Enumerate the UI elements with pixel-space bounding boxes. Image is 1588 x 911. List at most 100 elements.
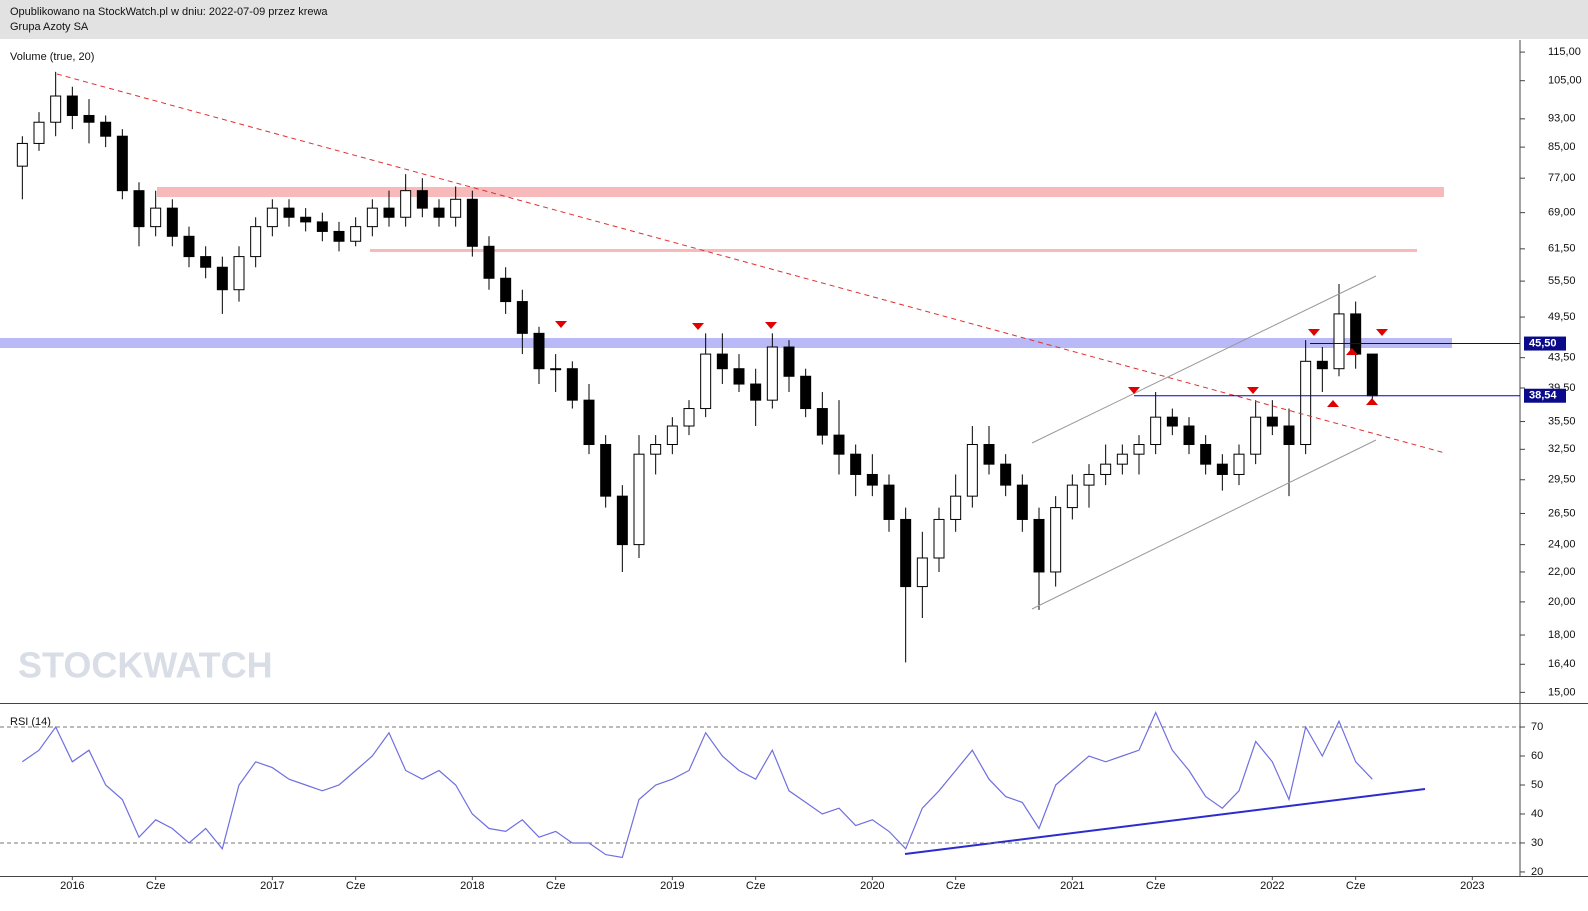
candle-body: [966, 444, 978, 497]
marker: [1308, 329, 1320, 336]
candle-body: [1000, 463, 1012, 486]
candle-body: [983, 444, 995, 465]
candle-body: [1350, 313, 1362, 355]
y-tick-label: 29,50: [1548, 474, 1576, 486]
channel-line: [1031, 439, 1377, 610]
marker: [765, 322, 777, 329]
y-tick-label: 32,50: [1548, 443, 1576, 455]
rsi-line: [21, 711, 1373, 859]
candle-body: [1333, 313, 1345, 370]
marker: [555, 321, 567, 328]
candle-body: [116, 135, 128, 192]
candle-body: [900, 518, 912, 588]
level-badge: [1524, 388, 1566, 403]
header-line: Grupa Azoty SA: [10, 21, 89, 33]
candle-body: [1066, 484, 1078, 509]
y-tick-label: 70: [1531, 721, 1543, 733]
y-tick-label: 69,00: [1548, 207, 1576, 219]
candle-body: [950, 495, 962, 520]
candle-body: [883, 484, 895, 520]
candle-body: [500, 277, 512, 303]
y-tick-label: 55,50: [1548, 275, 1576, 287]
x-tick-label: 2020: [860, 880, 884, 892]
x-tick-label: Cze: [146, 880, 166, 892]
y-tick-label: 105,00: [1548, 75, 1582, 87]
y-tick-label: 18,00: [1548, 629, 1576, 641]
candle-body: [283, 207, 295, 218]
y-tick-label: 20: [1531, 866, 1543, 878]
candle-body: [616, 495, 628, 546]
y-tick-label: 20,00: [1548, 596, 1576, 608]
candle-body: [383, 207, 395, 218]
candle-body: [66, 95, 78, 116]
candle-body: [133, 190, 145, 228]
candle-body: [16, 142, 28, 167]
channel-line: [1031, 275, 1377, 444]
candle-body: [766, 346, 778, 401]
candle-body: [216, 266, 228, 291]
marker: [1376, 329, 1388, 336]
watermark: STOCKWATCH: [18, 645, 273, 686]
candle-body: [633, 453, 645, 546]
candle-body: [1233, 453, 1245, 475]
candle-body: [466, 198, 478, 247]
candle-body: [166, 207, 178, 237]
x-tick-label: 2018: [460, 880, 484, 892]
y-tick-label: 16,40: [1548, 658, 1576, 670]
candle-body: [1166, 416, 1178, 427]
x-tick-label: Cze: [346, 880, 366, 892]
candle-body: [716, 353, 728, 370]
candle-body: [250, 226, 262, 258]
candle-body: [366, 207, 378, 228]
y-tick-label: 61,50: [1548, 243, 1576, 255]
candle-body: [50, 95, 62, 123]
candle-body: [1183, 425, 1195, 446]
y-tick-label: 50: [1531, 779, 1543, 791]
y-tick-label: 93,00: [1548, 113, 1576, 125]
y-tick-label: 24,00: [1548, 539, 1576, 551]
y-tick-label: 43,50: [1548, 352, 1576, 364]
candle-body: [316, 221, 328, 232]
candle-body: [1016, 484, 1028, 520]
candle-body: [916, 557, 928, 588]
candle-body: [1366, 353, 1378, 397]
panel-label: RSI (14): [10, 716, 51, 728]
candle-body: [816, 408, 828, 436]
y-tick-label: 15,00: [1548, 686, 1576, 698]
candle-body: [566, 368, 578, 401]
candle-body: [33, 121, 45, 144]
candle-body: [483, 245, 495, 279]
candle-body: [700, 353, 712, 410]
candle-body: [533, 332, 545, 370]
x-tick-label: 2019: [660, 880, 684, 892]
y-tick-label: 85,00: [1548, 141, 1576, 153]
candle-body: [750, 383, 762, 401]
candle-body: [333, 230, 345, 242]
resistance-zone: [370, 249, 1417, 252]
resistance-zone: [157, 187, 1444, 197]
y-tick-label: 60: [1531, 750, 1543, 762]
panel-label: Volume (true, 20): [10, 51, 94, 63]
y-tick-label: 40: [1531, 808, 1543, 820]
candle-body: [1300, 360, 1312, 446]
x-tick-label: Cze: [1146, 880, 1166, 892]
y-tick-label: 115,00: [1548, 46, 1581, 58]
x-tick-label: Cze: [1346, 880, 1366, 892]
candle-body: [650, 444, 662, 455]
y-tick-label: 77,00: [1548, 172, 1576, 184]
candle-body: [1316, 360, 1328, 370]
candle-body: [1200, 444, 1212, 465]
candle-body: [1050, 507, 1062, 573]
candle-body: [1116, 453, 1128, 465]
candle-body: [800, 375, 812, 410]
x-tick-label: Cze: [746, 880, 766, 892]
marker: [1346, 348, 1358, 355]
candle-body: [516, 301, 528, 334]
candle-body: [433, 207, 445, 218]
marker: [1366, 398, 1378, 405]
candle-body: [450, 198, 462, 218]
x-tick-label: Cze: [946, 880, 966, 892]
candle-body: [783, 346, 795, 377]
x-tick-label: 2021: [1060, 880, 1084, 892]
